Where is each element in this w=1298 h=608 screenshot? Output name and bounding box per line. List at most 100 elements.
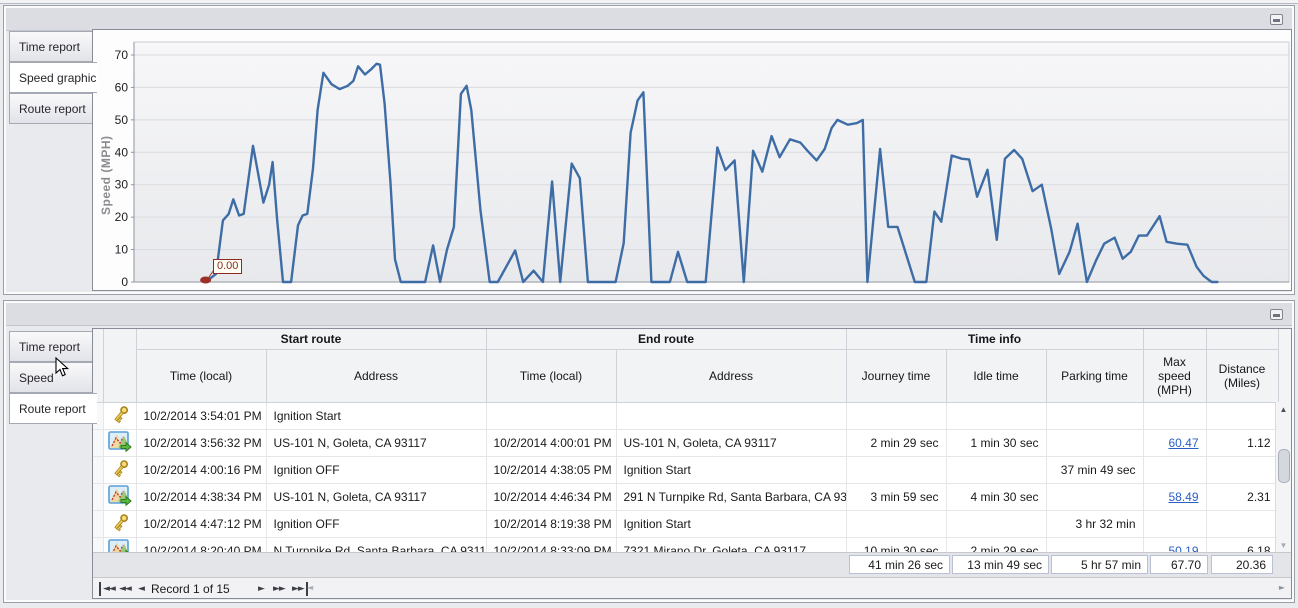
group-header-time-info[interactable]: Time info — [845, 329, 1144, 350]
nav-prev-button[interactable]: ◄ — [138, 584, 145, 594]
col-header-max-speed[interactable]: Max speed (MPH) — [1142, 349, 1207, 403]
summary-max-speed: 67.70 — [1150, 555, 1208, 574]
nav-prev-page-button[interactable]: ◄◄ — [119, 584, 132, 594]
summary-idle-time: 13 min 49 sec — [952, 555, 1049, 574]
group-header-empty — [1205, 329, 1279, 350]
cell-max-speed — [1143, 510, 1207, 538]
col-header-distance[interactable]: Distance (Miles) — [1205, 349, 1279, 403]
collapse-panel-button[interactable] — [1270, 14, 1283, 25]
route-map-icon — [107, 430, 132, 452]
route-map-icon — [107, 484, 132, 506]
cell-start-time: 10/2/2014 4:38:34 PM — [136, 483, 267, 511]
speed-chart-plot: 0 10 20 30 40 50 60 70 — [115, 41, 1290, 289]
nav-next-page-button[interactable]: ►► — [273, 584, 286, 594]
col-header-start-time[interactable]: Time (local) — [136, 349, 267, 403]
svg-text:20: 20 — [115, 210, 129, 224]
col-header-end-time[interactable]: Time (local) — [485, 349, 617, 403]
tab-speed-graphic-top[interactable]: Speed graphic — [9, 62, 97, 93]
route-table: Start route End route Time info Time (lo… — [93, 329, 1279, 565]
cell-parking-time — [1046, 483, 1144, 511]
row-indicator — [93, 456, 104, 484]
max-speed-link[interactable]: 60.47 — [1168, 436, 1199, 450]
row-type-icon-cell — [103, 429, 137, 457]
col-header-start-address[interactable]: Address — [265, 349, 487, 403]
ignition-key-icon — [113, 459, 128, 477]
table-row[interactable]: 10/2/2014 3:54:01 PM Ignition Start — [93, 402, 1279, 430]
cell-end-address — [616, 402, 847, 430]
summary-row: 41 min 26 sec 13 min 49 sec 5 hr 57 min … — [93, 552, 1291, 578]
cell-start-address: Ignition Start — [266, 402, 487, 430]
cell-max-speed — [1143, 402, 1207, 430]
col-header-idle-time[interactable]: Idle time — [945, 349, 1047, 403]
table-row[interactable]: 10/2/2014 3:56:32 PM US-101 N, Goleta, CA… — [93, 429, 1279, 457]
cell-start-address: US-101 N, Goleta, CA 93117 — [266, 429, 487, 457]
cell-parking-time — [1046, 402, 1144, 430]
cell-start-time: 10/2/2014 4:00:16 PM — [136, 456, 267, 484]
cell-distance — [1206, 456, 1279, 484]
col-header-parking-time[interactable]: Parking time — [1045, 349, 1144, 403]
tab-route-report-bottom[interactable]: Route report — [9, 393, 97, 424]
cell-end-address: US-101 N, Goleta, CA 93117 — [616, 429, 847, 457]
group-header-empty — [1142, 329, 1207, 350]
svg-text:70: 70 — [115, 48, 129, 62]
cell-start-address: Ignition OFF — [266, 510, 487, 538]
hscroll-right-arrow-icon[interactable]: ► — [1278, 583, 1285, 592]
cell-start-address: US-101 N, Goleta, CA 93117 — [266, 483, 487, 511]
collapse-panel-button[interactable] — [1270, 309, 1283, 320]
cell-max-speed — [1143, 456, 1207, 484]
cell-end-time — [486, 402, 617, 430]
svg-text:0: 0 — [121, 275, 128, 289]
nav-next-button[interactable]: ► — [258, 584, 265, 594]
cell-idle-time — [946, 402, 1047, 430]
vertical-scrollbar[interactable]: ▲ ▼ — [1275, 402, 1291, 553]
cell-start-time: 10/2/2014 4:47:12 PM — [136, 510, 267, 538]
svg-text:40: 40 — [115, 145, 129, 159]
svg-text:60: 60 — [115, 80, 129, 94]
cell-journey-time: 3 min 59 sec — [846, 483, 947, 511]
table-row[interactable]: 10/2/2014 4:38:34 PM US-101 N, Goleta, CA… — [93, 483, 1279, 511]
row-type-icon-cell — [103, 456, 137, 484]
col-header-journey-time[interactable]: Journey time — [845, 349, 947, 403]
cell-parking-time: 37 min 49 sec — [1046, 456, 1144, 484]
row-type-icon-cell — [103, 402, 137, 430]
max-speed-link[interactable]: 58.49 — [1168, 490, 1199, 504]
scroll-down-arrow-icon[interactable]: ▼ — [1279, 541, 1288, 550]
cell-start-time: 10/2/2014 3:54:01 PM — [136, 402, 267, 430]
icon-column-header — [102, 329, 137, 403]
row-type-icon-cell — [103, 510, 137, 538]
tab-route-report-top[interactable]: Route report — [9, 93, 93, 124]
window-top-edge — [0, 0, 1298, 4]
speed-graphic-panel: Time report Speed graphic Route report S… — [3, 5, 1295, 295]
ignition-key-icon — [113, 405, 128, 423]
cell-journey-time: 2 min 29 sec — [846, 429, 947, 457]
row-type-icon-cell — [103, 483, 137, 511]
summary-parking-time: 5 hr 57 min — [1051, 555, 1148, 574]
svg-text:10: 10 — [115, 243, 129, 257]
tab-speed-graphic-bottom[interactable]: Speed graphic — [9, 362, 93, 416]
tab-time-report-bottom[interactable]: Time report — [9, 331, 93, 362]
tab-time-report-top[interactable]: Time report — [9, 31, 93, 62]
svg-text:30: 30 — [115, 178, 129, 192]
row-indicator — [93, 510, 104, 538]
speed-chart: Speed (MPH) 0 10 20 30 40 50 60 70 0.00 — [92, 29, 1292, 291]
nav-first-button[interactable]: ◄◄ — [99, 582, 117, 596]
table-row[interactable]: 10/2/2014 4:00:16 PM Ignition OFF 10/2/201… — [93, 456, 1279, 484]
table-row[interactable]: 10/2/2014 4:47:12 PM Ignition OFF 10/2/201… — [93, 510, 1279, 538]
summary-journey-time: 41 min 26 sec — [849, 555, 950, 574]
cell-distance — [1206, 402, 1279, 430]
cell-distance — [1206, 510, 1279, 538]
scrollbar-thumb[interactable] — [1278, 449, 1290, 483]
scroll-up-arrow-icon[interactable]: ▲ — [1279, 405, 1288, 414]
nav-last-button[interactable]: ►► — [290, 582, 308, 596]
group-header-end-route[interactable]: End route — [485, 329, 847, 350]
cell-max-speed: 58.49 — [1143, 483, 1207, 511]
hscroll-left-arrow-icon[interactable]: ◄ — [307, 583, 314, 592]
cell-distance: 1.12 — [1206, 429, 1279, 457]
ignition-key-icon — [113, 513, 128, 531]
cell-end-address: 291 N Turnpike Rd, Santa Barbara, CA 931… — [616, 483, 847, 511]
col-header-end-address[interactable]: Address — [615, 349, 847, 403]
cell-start-address: Ignition OFF — [266, 456, 487, 484]
group-header-start-route[interactable]: Start route — [135, 329, 487, 350]
cell-distance: 2.31 — [1206, 483, 1279, 511]
panel-header — [6, 303, 1292, 326]
